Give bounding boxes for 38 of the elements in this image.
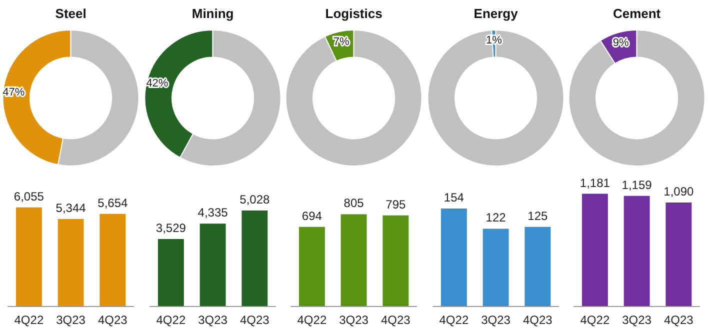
data-label: 3,529	[156, 220, 186, 235]
x-tick-label: 4Q22	[156, 313, 186, 327]
x-tick-label: 4Q23	[240, 313, 270, 327]
x-tick-label: 4Q23	[522, 313, 552, 327]
chart-title: Mining	[191, 6, 234, 21]
x-tick-label: 4Q22	[297, 313, 328, 327]
data-label: 122	[486, 210, 506, 225]
x-tick-label: 4Q22	[580, 313, 610, 327]
x-tick-label: 3Q23	[480, 313, 511, 327]
data-label: 1,181	[580, 176, 611, 190]
data-label: 795	[386, 197, 406, 212]
data-label: 1,159	[622, 178, 653, 192]
x-tick-label: 3Q23	[198, 313, 228, 327]
chart-title: Cement	[613, 6, 662, 21]
data-label: 5,028	[239, 192, 270, 206]
data-label: 154	[444, 190, 464, 204]
x-tick-label: 4Q23	[664, 313, 694, 327]
chart-title: Steel	[55, 6, 86, 21]
data-label: 5,654	[98, 196, 128, 210]
x-tick-label: 3Q23	[622, 313, 652, 327]
x-tick-label: 4Q22	[439, 313, 469, 327]
data-label: 9%	[613, 36, 630, 49]
data-label: 42%	[146, 78, 168, 90]
data-label: 805	[344, 196, 364, 210]
data-label: 4,335	[197, 206, 228, 220]
data-label: 125	[527, 208, 548, 223]
data-label: 6,055	[14, 189, 44, 204]
x-tick-label: 3Q23	[56, 313, 86, 327]
data-label: 1,090	[664, 184, 694, 198]
x-tick-label: 3Q23	[339, 313, 369, 327]
x-tick-label: 4Q23	[98, 313, 128, 327]
chart-title: Energy	[474, 6, 518, 21]
data-label: 5,344	[56, 200, 86, 215]
x-tick-label: 4Q22	[14, 313, 44, 327]
x-tick-label: 4Q23	[381, 313, 411, 327]
chart-title: Logistics	[325, 6, 383, 21]
data-label: 7%	[334, 36, 350, 48]
data-label: 694	[302, 208, 322, 223]
